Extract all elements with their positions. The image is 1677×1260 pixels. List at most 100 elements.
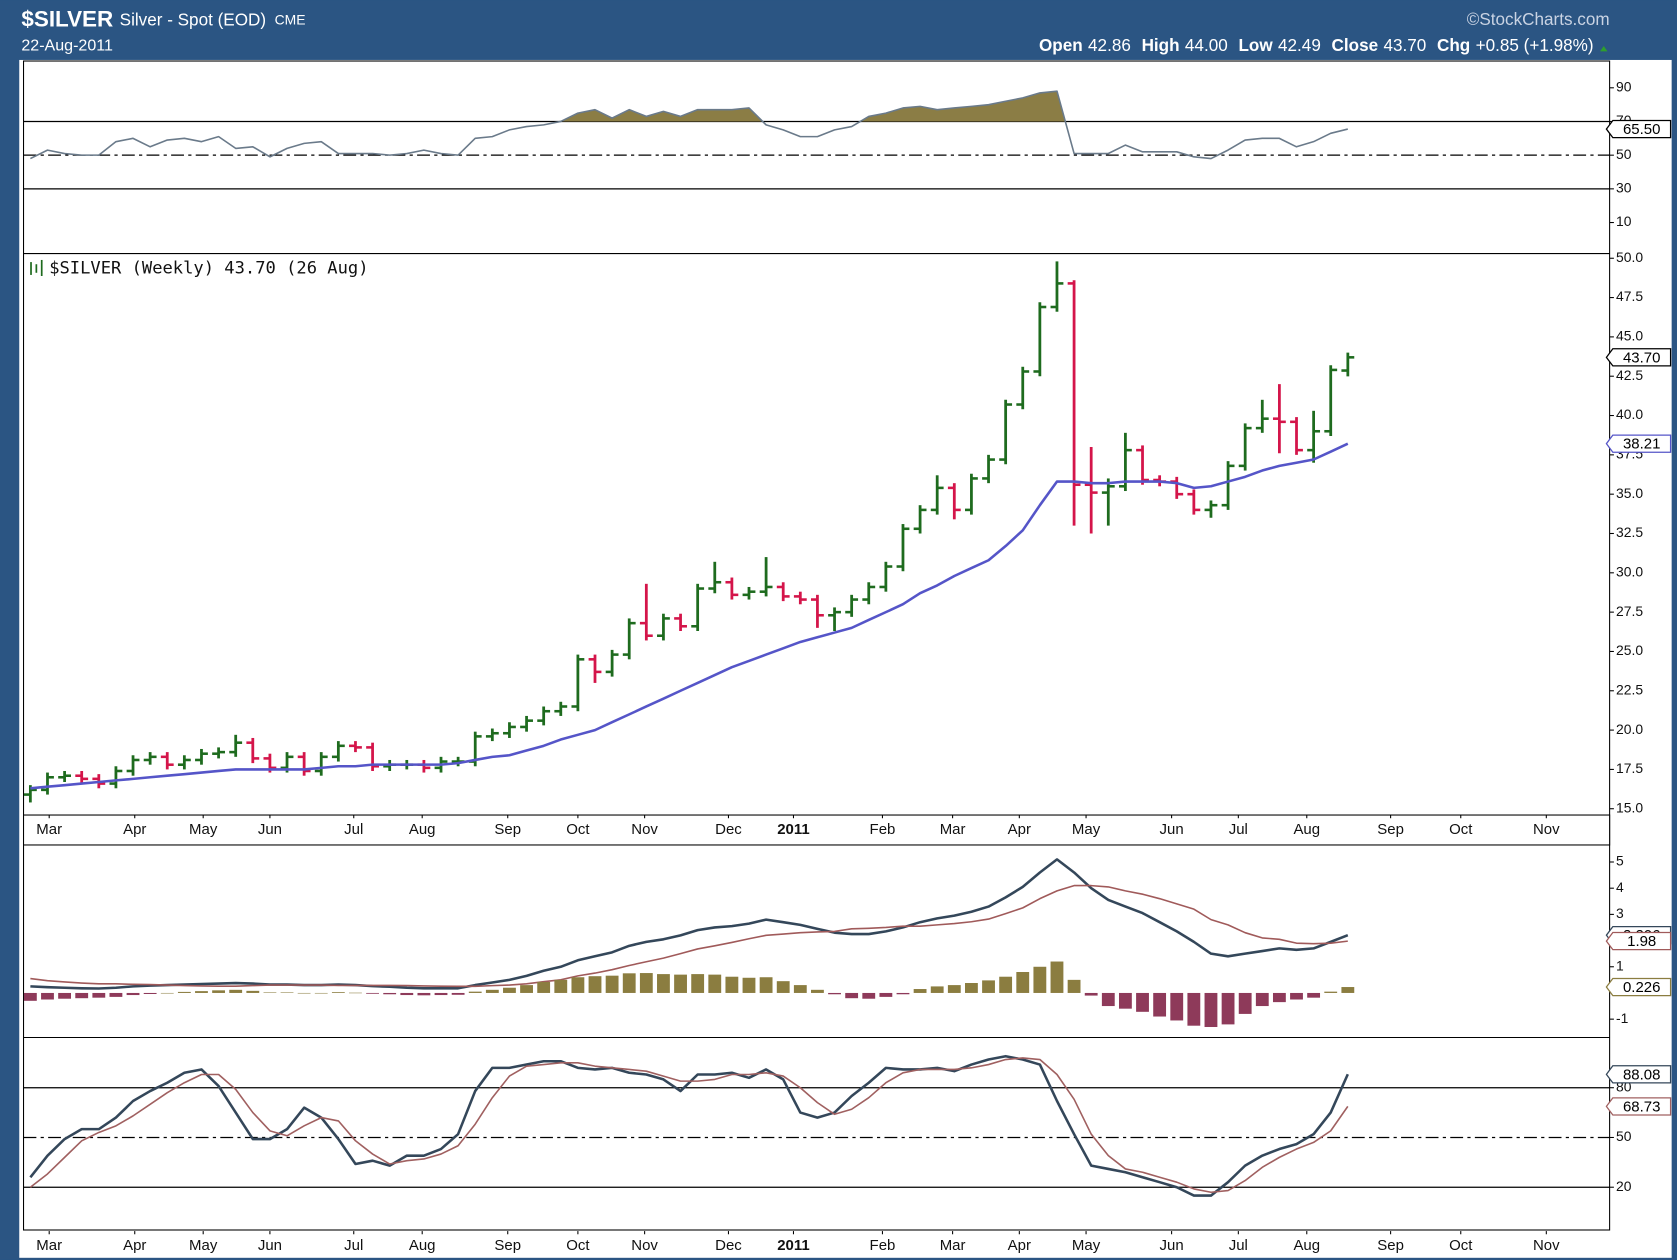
- y-tick-label: 50.0: [1616, 249, 1643, 265]
- quote-label: Open: [1039, 36, 1083, 55]
- histogram-bar: [314, 992, 328, 994]
- legend-icon: [30, 259, 43, 276]
- histogram-bar: [383, 992, 397, 995]
- histogram-bar: [947, 985, 961, 993]
- quote-value: 42.86: [1088, 36, 1131, 55]
- histogram-bar: [1324, 991, 1338, 993]
- x-tick-label: Aug: [1293, 1237, 1320, 1254]
- histogram-bar: [605, 975, 619, 993]
- instrument-name: Silver - Spot (EOD): [120, 10, 266, 29]
- histogram-bar: [297, 992, 311, 994]
- y-tick-label: 17.5: [1616, 760, 1643, 776]
- histogram-bar: [1290, 992, 1303, 1000]
- y-tick-label: 5: [1616, 853, 1624, 869]
- x-tick-label: Apr: [123, 1237, 146, 1254]
- quote-label: Chg: [1437, 36, 1470, 55]
- histogram-bar: [793, 985, 807, 993]
- y-tick-label: 50: [1616, 1128, 1632, 1144]
- y-tick-label: 42.5: [1616, 367, 1643, 383]
- histogram-bar: [263, 992, 277, 993]
- y-tick-label: 10: [1616, 213, 1632, 229]
- y-tick-label: 27.5: [1616, 603, 1643, 619]
- x-tick-label: Nov: [631, 1237, 658, 1254]
- histogram-bar: [1307, 992, 1321, 998]
- histogram-bar: [331, 992, 345, 993]
- copyright: ©StockCharts.com: [1467, 10, 1610, 29]
- histogram-bar: [520, 985, 533, 993]
- x-tick-label: May: [1072, 821, 1101, 838]
- indicator-line: [30, 858, 1349, 990]
- histogram-bar: [862, 992, 876, 999]
- x-tick-label: Nov: [1533, 821, 1560, 838]
- histogram-bar: [982, 980, 995, 993]
- x-tick-label: Jul: [1229, 821, 1248, 838]
- histogram-bar: [143, 992, 157, 995]
- last-value-box: [1605, 977, 1672, 997]
- x-tick-label: Oct: [566, 821, 590, 838]
- histogram-bar: [554, 979, 568, 993]
- x-tick-label: Oct: [1449, 821, 1473, 838]
- last-value-box: [1605, 119, 1672, 139]
- histogram-bar: [1170, 992, 1184, 1021]
- histogram-bar: [588, 976, 602, 993]
- histogram-bar: [1204, 992, 1218, 1028]
- histogram-bar: [639, 973, 653, 993]
- x-tick-label: May: [189, 1237, 218, 1254]
- x-tick-label: Sep: [494, 821, 521, 838]
- last-value-box: [1605, 348, 1672, 367]
- last-value-box: [1605, 1065, 1672, 1084]
- histogram-bar: [759, 977, 773, 993]
- histogram-bar: [1341, 987, 1355, 993]
- histogram-bar: [1016, 972, 1030, 993]
- histogram-bar: [811, 989, 824, 993]
- x-tick-label: Apr: [1008, 821, 1031, 838]
- y-tick-label: 30: [1616, 180, 1632, 196]
- y-tick-label: 35.0: [1616, 485, 1643, 501]
- x-tick-label: Feb: [870, 821, 896, 838]
- indicator-line: [29, 1054, 1349, 1197]
- histogram-bar: [622, 973, 636, 993]
- x-tick-label: Sep: [1377, 1237, 1404, 1254]
- x-tick-label: Nov: [631, 821, 658, 838]
- histogram-bar: [1238, 992, 1252, 1014]
- y-tick-label: 1: [1616, 957, 1624, 973]
- histogram-bar: [229, 989, 243, 993]
- histogram-bar: [280, 992, 294, 993]
- y-tick-label: 30.0: [1616, 563, 1643, 579]
- y-tick-label: 20.0: [1616, 721, 1643, 737]
- y-tick-label: 32.5: [1616, 524, 1643, 540]
- histogram-bar: [708, 974, 722, 993]
- y-tick-label: 20: [1616, 1178, 1632, 1194]
- histogram-bar: [845, 992, 859, 999]
- histogram-bar: [23, 992, 37, 1001]
- histogram-bar: [691, 974, 705, 993]
- change-arrow: [1599, 46, 1608, 52]
- x-tick-label: Dec: [715, 821, 742, 838]
- y-tick-label: 47.5: [1616, 288, 1643, 304]
- histogram-bar: [366, 992, 379, 994]
- histogram-bar: [1050, 961, 1064, 993]
- histogram-bar: [1255, 992, 1269, 1007]
- histogram-bar: [434, 992, 448, 996]
- y-tick-label: 40.0: [1616, 406, 1643, 422]
- last-value-label: 43.70: [1623, 349, 1660, 366]
- last-value-box: [1605, 931, 1672, 951]
- histogram-bar: [1033, 966, 1047, 993]
- histogram-bar: [999, 976, 1013, 993]
- histogram-bar: [1153, 992, 1167, 1017]
- x-tick-label: Jul: [1229, 1237, 1248, 1254]
- histogram-bar: [657, 974, 670, 993]
- indicator-line: [30, 90, 1348, 160]
- x-tick-label: Aug: [1293, 821, 1320, 838]
- x-tick-label: Oct: [1449, 1237, 1473, 1254]
- x-tick-label: 2011: [777, 821, 809, 838]
- y-tick-label: -1: [1616, 1010, 1629, 1026]
- x-tick-label: Mar: [940, 821, 966, 838]
- x-tick-label: May: [189, 821, 218, 838]
- x-tick-label: Aug: [409, 821, 436, 838]
- x-tick-label: Aug: [409, 1237, 436, 1254]
- y-tick-label: 90: [1616, 78, 1632, 94]
- histogram-bar: [109, 992, 123, 997]
